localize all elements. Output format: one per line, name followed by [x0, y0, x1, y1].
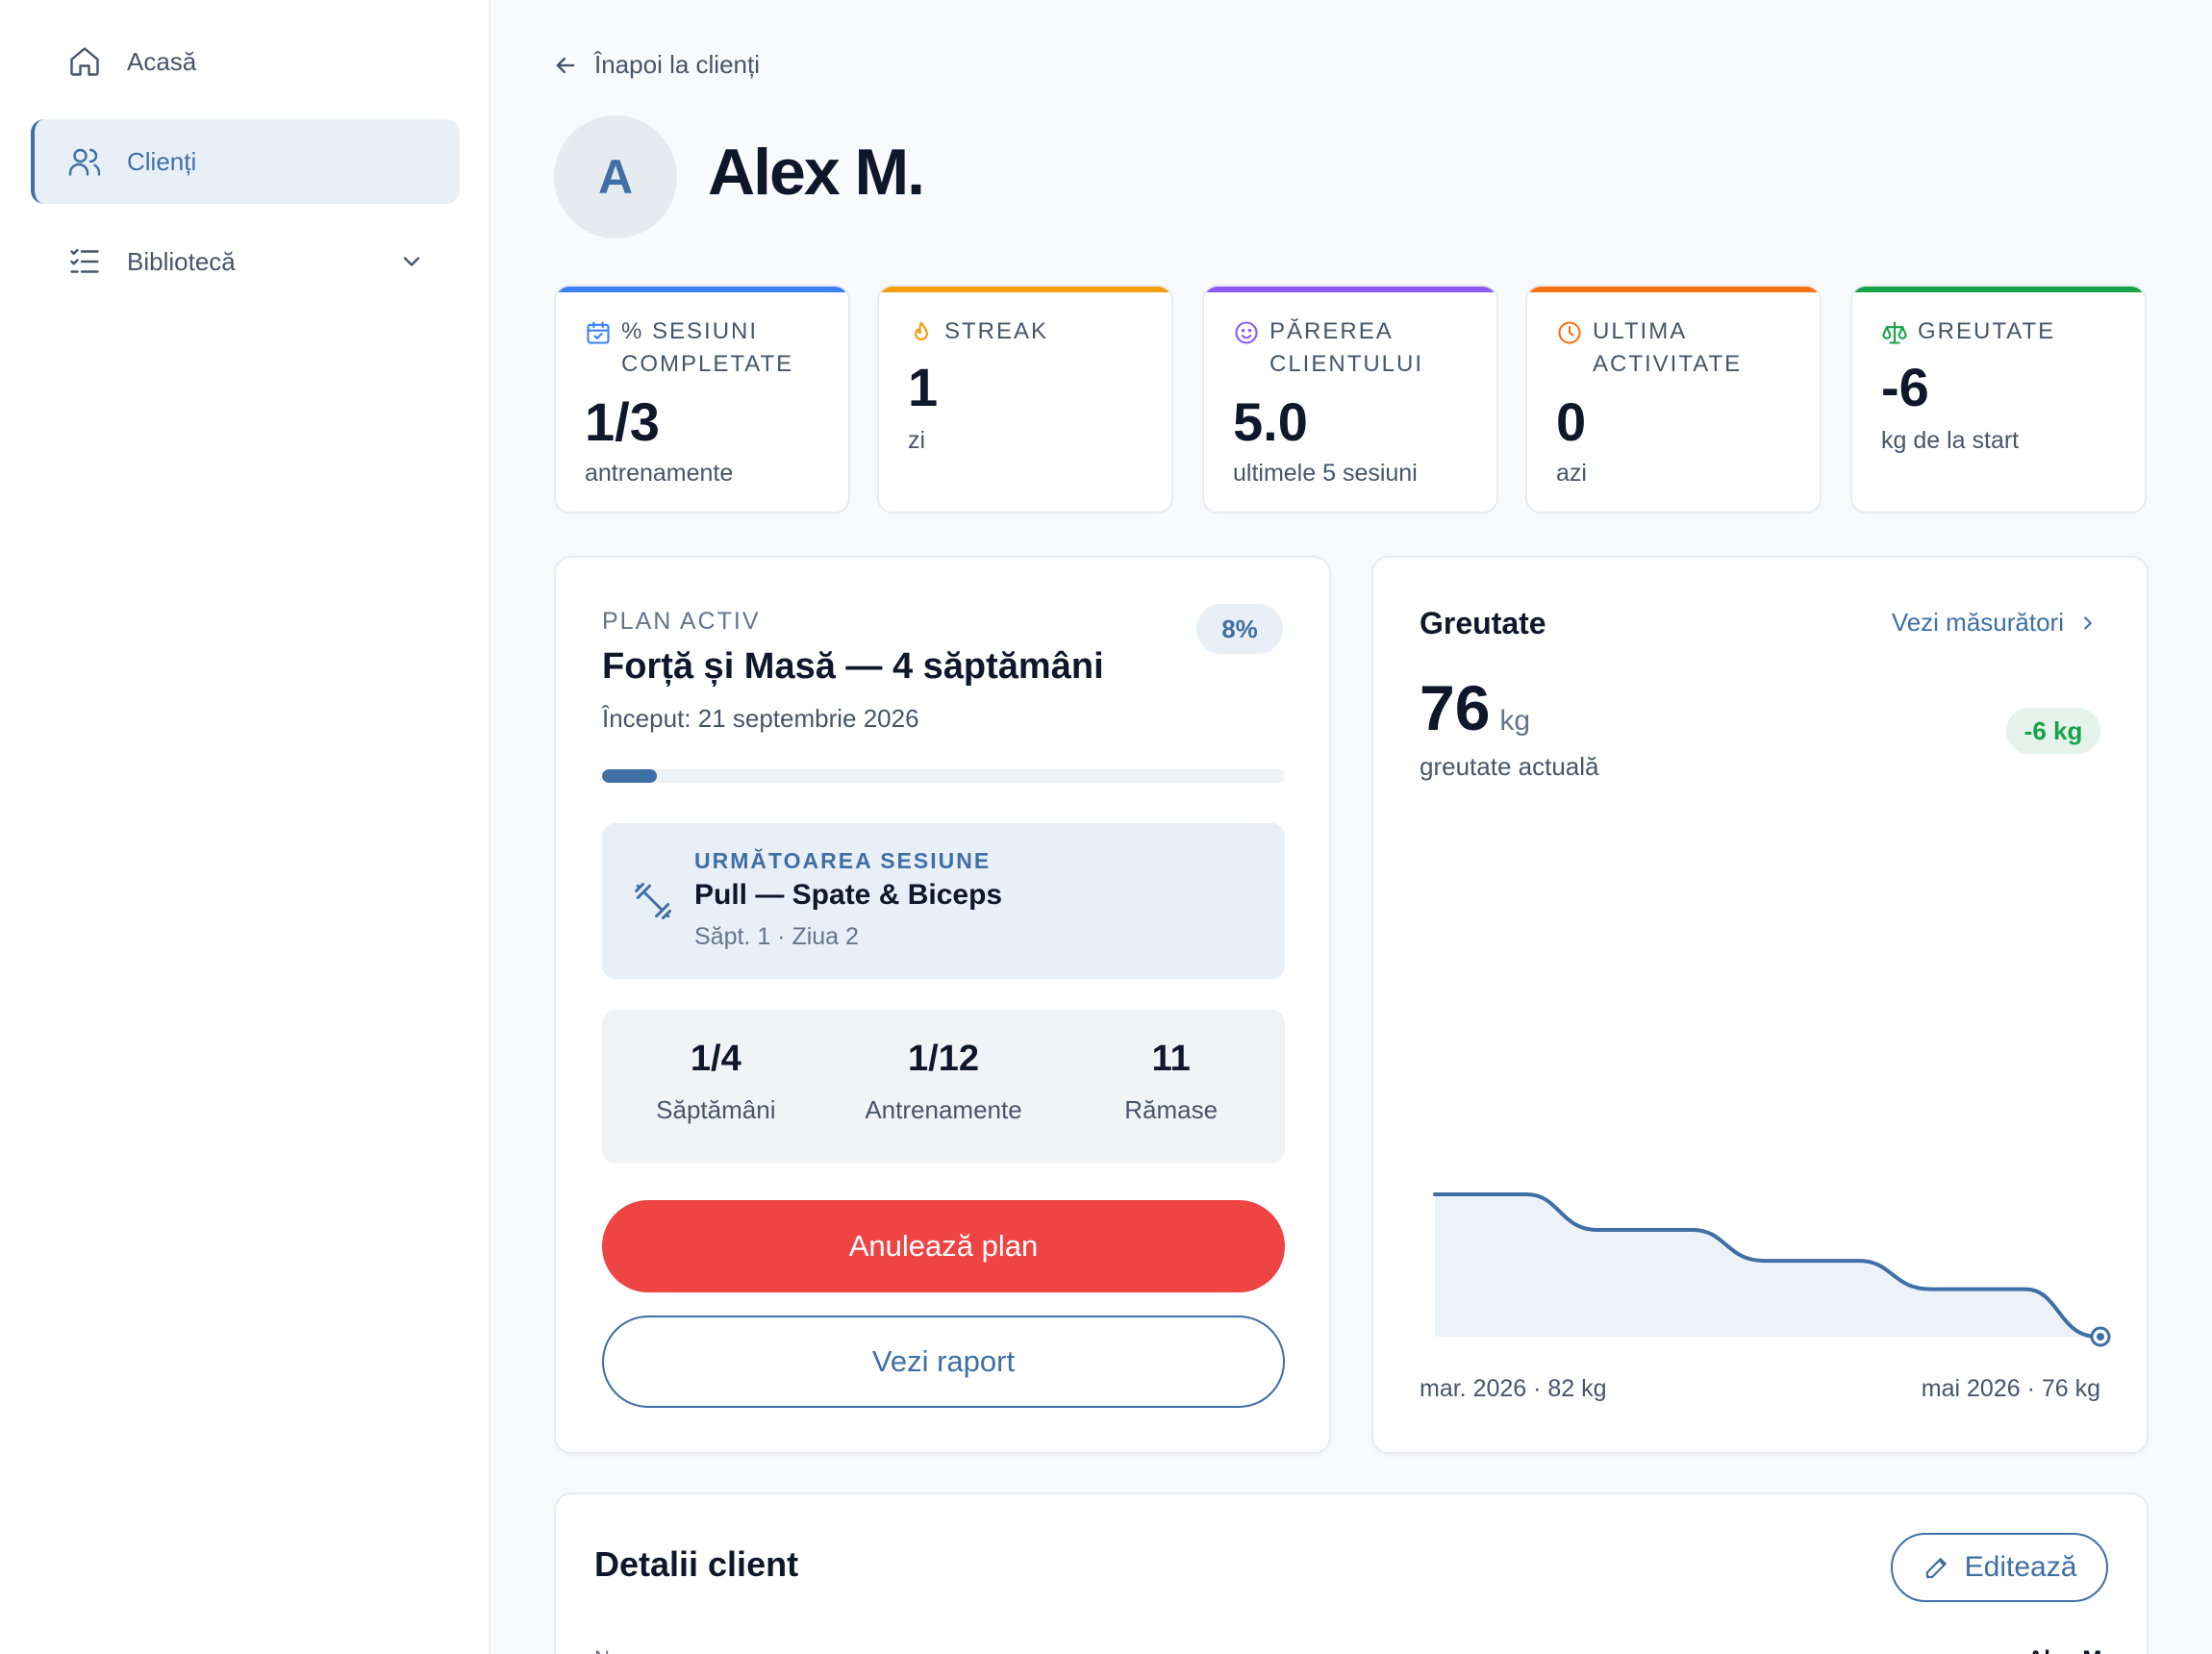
- plan-title: Forță și Masă — 4 săptămâni: [602, 646, 1104, 687]
- cancel-plan-button[interactable]: Anulează plan: [602, 1200, 1285, 1292]
- home-icon: [65, 42, 104, 81]
- stat-sub: kg de la start: [1881, 427, 2020, 454]
- next-session-title: Pull — Spate & Biceps: [694, 879, 1003, 911]
- flame-icon: [915, 321, 928, 341]
- sidebar-item-home[interactable]: Acasă: [31, 19, 460, 104]
- plan-progress-fill: [602, 769, 657, 783]
- edit-button[interactable]: Editează: [1891, 1533, 2108, 1602]
- plan-stat-value: 1/4: [690, 1039, 742, 1079]
- plan-stat-label: Antrenamente: [865, 1095, 1022, 1124]
- plan-eyebrow: PLAN ACTIV: [602, 608, 761, 635]
- list-check-icon: [65, 242, 104, 281]
- stat-label: Părerea clientului: [1269, 318, 1424, 377]
- accent-bar: [556, 287, 848, 292]
- next-session-eyebrow: URMĂTOAREA SESIUNE: [694, 848, 992, 873]
- accent-bar: [1204, 287, 1496, 292]
- accent-bar: [1852, 287, 2145, 292]
- stat-label: Ultima activitate: [1593, 318, 1743, 377]
- sidebar: Acasă Clienți Bibliotecă: [0, 0, 490, 1654]
- sidebar-item-clients[interactable]: Clienți: [31, 119, 460, 204]
- sidebar-item-library[interactable]: Bibliotecă: [31, 219, 460, 304]
- stat-value: 5.0: [1233, 391, 1308, 452]
- back-to-clients-link[interactable]: Înapoi la clienți: [552, 50, 760, 80]
- stat-card-last-activity: Ultima activitate 0 azi: [1525, 285, 1822, 514]
- accent-bar: [1527, 287, 1820, 292]
- stat-value: 1: [908, 357, 939, 417]
- view-measurements-link[interactable]: Vezi măsurători: [1892, 608, 2099, 638]
- next-session-card[interactable]: URMĂTOAREA SESIUNE Pull — Spate & Biceps…: [602, 823, 1285, 979]
- weight-area: [1435, 1194, 2100, 1337]
- chevron-right-icon: [2084, 615, 2092, 630]
- client-details-card: Detalii client Editează Nume Alex M.: [554, 1492, 2149, 1654]
- stat-card-weight: Greutate -6 kg de la start: [1850, 285, 2147, 514]
- sidebar-item-label: Bibliotecă: [127, 246, 236, 276]
- chart-axis-start-label: mar. 2026 · 82 kg: [1420, 1375, 1607, 1402]
- main-content: Înapoi la clienți A Alex M. % Sesiuni co…: [490, 0, 2212, 1654]
- current-weight-value: 76: [1420, 672, 1491, 743]
- back-label: Înapoi la clienți: [594, 50, 760, 79]
- users-icon: [65, 142, 104, 181]
- current-weight: 76 kg: [1420, 671, 1530, 744]
- weight-line: [1433, 1192, 2099, 1339]
- stat-card-feedback: Părerea clientului 5.0 ultimele 5 sesiun…: [1202, 285, 1498, 514]
- weight-delta-badge: -6 kg: [2006, 708, 2100, 754]
- next-session-sub: Săpt. 1 · Ziua 2: [694, 923, 859, 950]
- stat-label: % Sesiuni completate: [621, 318, 794, 377]
- weight-current-point-inner: [2097, 1333, 2104, 1341]
- plan-stat-remaining: 11 Rămase: [1057, 1010, 1285, 1164]
- plan-start-date: Început: 21 septembrie 2026: [602, 704, 919, 733]
- plan-stat-value: 1/12: [908, 1039, 979, 1079]
- current-weight-unit: kg: [1499, 705, 1531, 737]
- plan-stat-label: Săptămâni: [656, 1095, 776, 1124]
- accent-bar: [879, 287, 1171, 292]
- stat-sub: azi: [1556, 460, 1587, 487]
- plan-stat-label: Rămase: [1124, 1095, 1219, 1124]
- page-title: Alex M.: [708, 136, 925, 209]
- plan-stat-workouts: 1/12 Antrenamente: [830, 1010, 1058, 1164]
- chart-axis-end-label: mai 2026 · 76 kg: [1921, 1375, 2100, 1402]
- pencil-icon: [1925, 1558, 1947, 1579]
- smile-icon: [1235, 321, 1258, 344]
- stat-value: 1/3: [585, 391, 660, 452]
- sidebar-item-label: Clienți: [127, 146, 197, 176]
- detail-value: Alex M.: [2027, 1646, 2108, 1654]
- sidebar-item-label: Acasă: [127, 46, 197, 76]
- stat-value: -6: [1881, 357, 1929, 417]
- plan-progress-bar: [602, 769, 1285, 783]
- plan-stat-value: 11: [1151, 1039, 1191, 1079]
- active-plan-card: PLAN ACTIV 8% Forță și Masă — 4 săptămân…: [554, 556, 1331, 1454]
- view-measurements-label: Vezi măsurători: [1891, 608, 2064, 637]
- stat-card-streak: Streak 1 zi: [877, 285, 1173, 514]
- details-title: Detalii client: [594, 1544, 799, 1584]
- weight-chart: [1433, 1192, 2111, 1347]
- stat-label: Greutate: [1918, 318, 2056, 344]
- scale-icon: [1882, 321, 1907, 344]
- stat-sub: antrenamente: [585, 460, 734, 487]
- plan-percent-badge: 8%: [1196, 604, 1283, 654]
- arrow-left-icon: [556, 57, 575, 73]
- current-weight-caption: greutate actuală: [1420, 752, 1599, 781]
- weight-title: Greutate: [1420, 606, 1546, 640]
- avatar: A: [554, 115, 677, 238]
- chevron-down-icon[interactable]: [398, 248, 425, 275]
- weight-card: Greutate Vezi măsurători 76 kg greutate …: [1371, 556, 2149, 1454]
- stat-label: Streak: [944, 318, 1049, 344]
- plan-stats: 1/4 Săptămâni 1/12 Antrenamente 11 Rămas…: [602, 1010, 1285, 1164]
- stat-value: 0: [1556, 391, 1587, 452]
- stat-sub: ultimele 5 sesiuni: [1233, 460, 1418, 487]
- calendar-check-icon: [587, 321, 610, 344]
- plan-stat-weeks: 1/4 Săptămâni: [602, 1010, 830, 1164]
- dumbbell-icon: [635, 883, 671, 919]
- detail-label: Nume: [594, 1646, 651, 1654]
- stat-sub: zi: [908, 427, 926, 454]
- view-report-button[interactable]: Vezi raport: [602, 1316, 1285, 1408]
- stat-card-sessions: % Sesiuni completate 1/3 antrenamente: [554, 285, 850, 514]
- edit-label: Editează: [1964, 1551, 2077, 1583]
- clock-icon: [1558, 321, 1581, 344]
